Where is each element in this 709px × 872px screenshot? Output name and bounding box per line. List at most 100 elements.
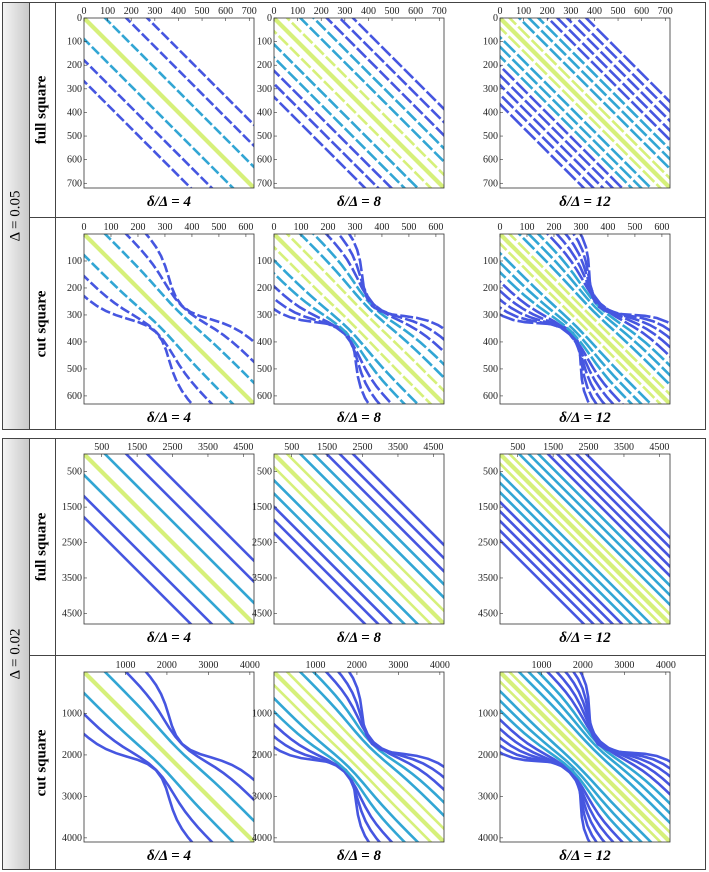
diagonal-band <box>145 454 254 563</box>
x-tick-label: 700 <box>242 6 257 17</box>
diagonal-band <box>565 18 670 123</box>
diagonal-band <box>507 234 670 397</box>
diagonal-band <box>500 708 634 842</box>
diagonal-band <box>517 18 670 171</box>
x-tick-label: 1000 <box>305 660 325 671</box>
diagonal-band <box>500 698 644 842</box>
x-tick-label: 600 <box>428 222 443 233</box>
diagonal-band <box>500 461 663 624</box>
diagonal-band <box>500 251 653 404</box>
y-tick-label: 1500 <box>62 502 82 513</box>
diagonal-band <box>324 454 444 574</box>
diagonal-band <box>84 494 214 624</box>
y-tick-label: 2500 <box>252 538 272 549</box>
diagonal-band <box>274 517 381 624</box>
plot-frame <box>499 17 671 189</box>
diagonal-band <box>274 504 394 624</box>
diagonal-band <box>337 18 444 125</box>
diagonal-band <box>285 672 444 831</box>
y-tick-label: 0 <box>77 13 82 24</box>
diagonal-band <box>274 478 420 624</box>
y-tick-label: 400 <box>257 107 272 118</box>
plot-frame <box>273 671 445 843</box>
heatmap-panel: 0 100 200 300 400 500 600 700 0 100 200 300 400 500 60… <box>483 6 673 210</box>
heatmap-panel: 0 100 200 300 400 500 600 100 200 300 400 500 600 δ/Δ… <box>483 222 671 426</box>
y-tick-label: 1500 <box>252 502 272 513</box>
y-tick-label: 3500 <box>252 573 272 584</box>
panel-caption: δ/Δ = 4 <box>147 410 191 426</box>
plot-frame <box>499 453 671 625</box>
diagonal-band <box>298 454 444 600</box>
y-tick-label: 400 <box>483 107 498 118</box>
diagonal-band <box>84 515 193 624</box>
row-divider <box>29 217 705 218</box>
panel-caption: δ/Δ = 4 <box>147 630 191 646</box>
row-label: cut square <box>29 655 55 871</box>
diagonal-band <box>285 18 444 177</box>
y-tick-label: 600 <box>257 391 272 402</box>
diagonal-band <box>274 465 433 624</box>
heatmap-panel: 0 100 200 300 400 500 600 700 0 100 200 300 400 500 60… <box>257 6 447 210</box>
y-tick-label: 100 <box>257 256 272 267</box>
y-tick-label: 300 <box>257 310 272 321</box>
diagonal-band <box>500 490 634 624</box>
diagonal-band <box>285 454 444 613</box>
y-tick-label: 500 <box>257 467 272 478</box>
y-tick-label: 4000 <box>62 833 82 844</box>
diagonal-band <box>274 722 394 842</box>
y-tick-label: 2000 <box>478 750 498 761</box>
x-tick-label: 500 <box>284 442 299 453</box>
heatmap-panel: 500 1500 2500 3500 4500 500 1500 2500 3500 4500 δ/… <box>252 442 445 646</box>
panel-caption: δ/Δ = 8 <box>337 848 381 864</box>
diagonal-band <box>500 689 653 842</box>
y-tick-label: 200 <box>67 60 82 71</box>
diagonal-band <box>500 25 663 188</box>
diagonal-band <box>145 18 254 127</box>
x-tick-label: 3500 <box>388 442 408 453</box>
y-tick-label: 500 <box>67 467 82 478</box>
y-tick-label: 1000 <box>478 708 498 719</box>
diagonal-band <box>526 454 670 598</box>
diagonal-band <box>500 73 615 188</box>
diagonal-band <box>351 454 444 547</box>
diagonal-band <box>274 55 407 188</box>
diagonal-band <box>84 18 254 188</box>
heatmap-panel: 500 1500 2500 3500 4500 500 1500 2500 3500 4500 δ/… <box>478 442 671 646</box>
y-tick-label: 3000 <box>62 791 82 802</box>
diagonal-band <box>124 454 254 584</box>
panel-caption: δ/Δ = 12 <box>559 410 611 426</box>
x-tick-label: 200 <box>546 222 561 233</box>
diagonal-band <box>517 454 670 607</box>
y-tick-label: 1500 <box>478 502 498 513</box>
x-tick-label: 100 <box>519 222 534 233</box>
x-tick-label: 2000 <box>347 660 367 671</box>
y-tick-label: 200 <box>483 60 498 71</box>
heatmap-panel: 1000 2000 3000 4000 1000 2000 3000 4000 δ/Δ = 8 <box>252 660 450 864</box>
diagonal-band <box>84 712 214 842</box>
diagonal-band <box>84 274 214 404</box>
x-tick-label: 2500 <box>579 442 599 453</box>
y-tick-label: 2000 <box>62 750 82 761</box>
plot-frame <box>83 17 255 189</box>
diagonal-band <box>274 18 444 188</box>
diagonal-band <box>507 18 670 181</box>
diagonal-band <box>572 234 670 332</box>
diagonal-band <box>351 18 444 111</box>
row-divider <box>29 655 705 656</box>
diagonal-band <box>274 245 433 404</box>
x-tick-label: 4500 <box>233 442 253 453</box>
y-tick-label: 600 <box>483 155 498 166</box>
x-tick-label: 700 <box>658 6 673 17</box>
heatmap-panel: 1000 2000 3000 4000 1000 2000 3000 4000 δ/Δ = 4 <box>62 660 260 864</box>
diagonal-band <box>500 102 586 188</box>
y-tick-label: 0 <box>267 13 272 24</box>
row-label-text: full square <box>33 512 50 582</box>
diagonal-band <box>103 672 254 823</box>
y-tick-label: 200 <box>483 283 498 294</box>
y-tick-label: 3500 <box>478 573 498 584</box>
x-tick-label: 1500 <box>317 442 337 453</box>
y-tick-label: 500 <box>67 364 82 375</box>
x-tick-label: 300 <box>147 6 162 17</box>
row-label-text: cut square <box>33 729 50 797</box>
x-tick-label: 400 <box>587 6 602 17</box>
